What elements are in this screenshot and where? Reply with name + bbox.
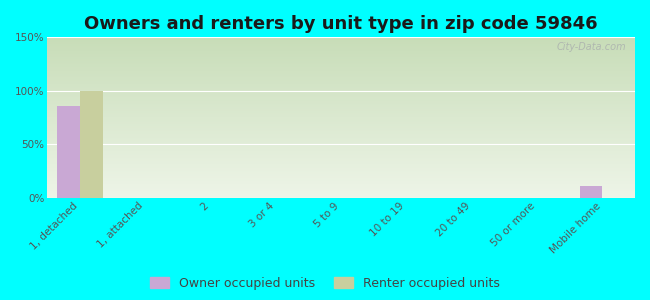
Title: Owners and renters by unit type in zip code 59846: Owners and renters by unit type in zip c…: [84, 15, 598, 33]
Legend: Owner occupied units, Renter occupied units: Owner occupied units, Renter occupied un…: [147, 273, 503, 294]
Bar: [580, 186, 603, 198]
Text: City-Data.com: City-Data.com: [556, 42, 626, 52]
Bar: [80, 91, 103, 198]
Bar: [57, 106, 80, 198]
